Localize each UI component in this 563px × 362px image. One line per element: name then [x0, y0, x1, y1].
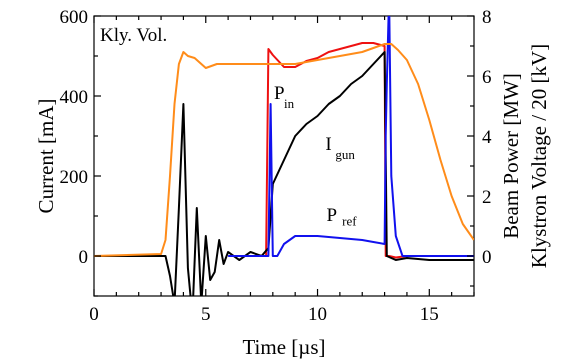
- annotation-igun-text: I: [325, 134, 331, 155]
- annotation-pin-text: P: [274, 83, 285, 104]
- series-line-pref: [228, 16, 474, 257]
- series-line-kly-vol: [94, 43, 474, 257]
- annotation-pref-text: P: [326, 205, 337, 226]
- x-tick-label-15: 15: [420, 304, 439, 325]
- annotation-pref-sub: ref: [342, 214, 357, 229]
- x-axis-label: Time [µs]: [242, 335, 325, 359]
- annotation-kly-vol: Kly. Vol.: [100, 25, 167, 46]
- x-tick-label-0: 0: [89, 304, 99, 325]
- annotation-kly-vol-text: Kly. Vol.: [100, 25, 167, 46]
- y-right-tick-label-2: 2: [482, 187, 492, 208]
- y-axis-label-left: Current [mA]: [34, 99, 58, 214]
- y-right-tick-label-0: 0: [482, 247, 492, 268]
- y-left-tick-label-200: 200: [60, 167, 89, 188]
- annotation-pin-sub: in: [284, 96, 295, 111]
- y-left-tick-label-400: 400: [60, 87, 89, 108]
- ticks-layer: [93, 15, 475, 297]
- series-line-igun: [94, 51, 474, 296]
- y-left-tick-label-0: 0: [79, 247, 89, 268]
- y-right-tick-label-8: 8: [482, 7, 492, 28]
- y-axis-label-right-inner: Beam Power [MW]: [499, 73, 523, 239]
- annotation-igun-sub: gun: [335, 147, 355, 162]
- annotation-pin: P in: [274, 83, 295, 111]
- y-right-tick-label-4: 4: [482, 127, 492, 148]
- plot-frame: [93, 15, 475, 297]
- annotation-pref: P ref: [326, 205, 357, 229]
- x-tick-label-10: 10: [308, 304, 327, 325]
- y-left-tick-label-600: 600: [60, 7, 89, 28]
- x-tick-label-5: 5: [201, 304, 211, 325]
- tick-labels: 0 5 10 15 0 200 400 600 0 2 4 6 8: [60, 7, 493, 325]
- y-axis-label-right-outer: Klystron Voltage / 20 [kV]: [527, 44, 551, 268]
- annotation-igun: I gun: [325, 134, 355, 162]
- y-right-tick-label-6: 6: [482, 67, 492, 88]
- series-line-pin: [265, 42, 474, 259]
- series-layer: [94, 16, 474, 296]
